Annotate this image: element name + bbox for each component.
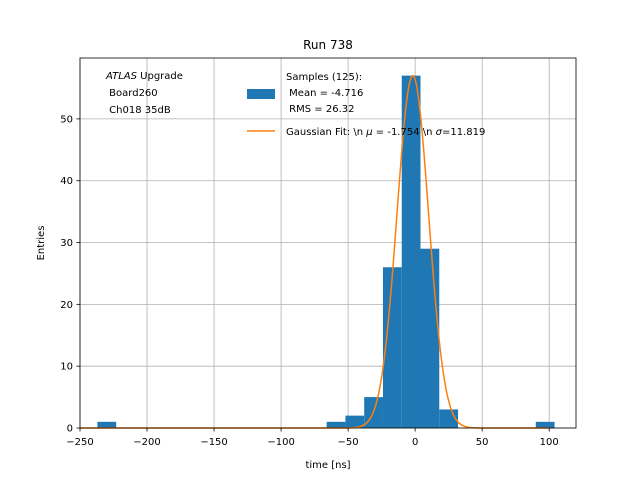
histogram-bar [420,248,440,428]
atlas-label: ATLAS [105,71,138,82]
y-tick-label: 0 [67,424,73,435]
histogram-bar [382,267,402,428]
legend-fit-part1: Gaussian Fit: \n [286,127,366,138]
y-axis-label: Entries [36,226,47,261]
histogram-bar [97,421,117,428]
y-tick-label: 50 [60,114,73,125]
x-tick-label: −200 [133,437,160,448]
atlas-annotation-channel: Ch018 35dB [106,105,171,116]
legend-histogram-swatch [247,89,275,99]
y-tick-label: 30 [60,238,73,249]
x-tick-label: −100 [267,437,294,448]
legend-histogram-line1: Samples (125): [286,72,362,83]
histogram-bar [345,415,365,428]
legend-histogram-line2: Mean = -4.716 [286,88,363,99]
y-tick-label: 40 [60,176,73,187]
x-axis-ticks: −250 −200 −150 −100 −50 0 50 100 [66,428,559,448]
legend-fit-part2: = -1.754 \n [373,127,436,138]
histogram-bar [535,421,555,428]
atlas-annotation-board: Board260 [106,88,158,99]
legend-fit-mu: μ [365,127,372,138]
x-tick-label: 100 [540,437,559,448]
legend-fit-sigma: σ [436,127,443,138]
atlas-annotation-line1: ATLAS Upgrade [105,71,183,82]
y-tick-label: 10 [60,362,73,373]
histogram-bar [401,75,421,428]
upgrade-label: Upgrade [137,71,183,82]
x-tick-label: 50 [476,437,489,448]
y-tick-label: 20 [60,300,73,311]
x-axis-label: time [ns] [305,460,350,471]
x-tick-label: −50 [338,437,359,448]
legend-histogram-line3: RMS = 26.32 [286,104,354,115]
y-axis-ticks: 0 10 20 30 40 50 [60,114,80,435]
legend: Samples (125): Mean = -4.716 RMS = 26.32… [247,72,485,138]
legend-fit-part3: =11.819 [442,127,485,138]
legend-fit-label: Gaussian Fit: \n μ = -1.754 \n σ=11.819 [286,127,485,138]
chart-title: Run 738 [303,38,353,52]
histogram-bar [326,421,346,428]
axes-frame [79,57,577,429]
x-tick-label: −150 [200,437,227,448]
x-tick-label: 0 [412,437,418,448]
histogram-bars [97,75,555,428]
x-tick-label: −250 [66,437,93,448]
